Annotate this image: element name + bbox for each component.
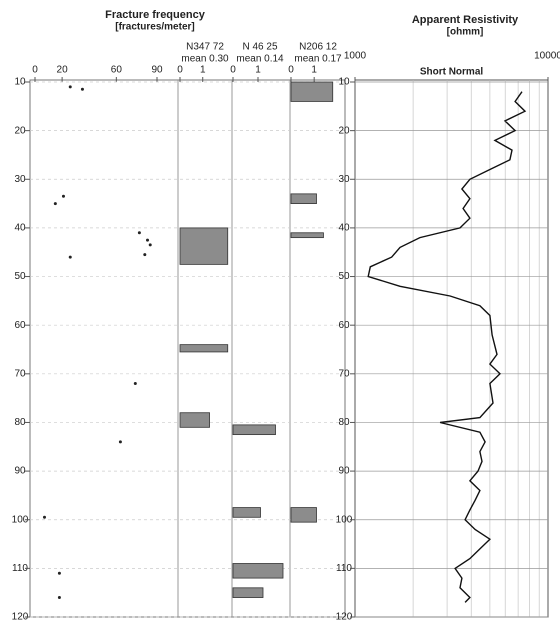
panel-subtitle: [ohmm] (447, 27, 484, 38)
y-tick-label: 60 (338, 320, 350, 331)
y-tick-label: 50 (14, 271, 26, 282)
x-tick-label: 0 (32, 65, 38, 76)
fracture-point (68, 255, 72, 259)
x-tick-label: 90 (151, 65, 163, 76)
frequency-bar (232, 507, 261, 518)
y-tick-label: 90 (338, 466, 350, 477)
panel-subtitle: mean 0.14 (236, 54, 284, 65)
x-tick-label: 20 (57, 65, 69, 76)
fracture-point (143, 253, 147, 257)
y-tick-label: 40 (338, 223, 350, 234)
y-tick-label: 100 (336, 514, 353, 525)
x-tick-label: 1 (200, 65, 206, 76)
y-tick-label: 120 (12, 612, 29, 623)
fracture-point (68, 85, 72, 89)
frequency-bar (290, 193, 317, 204)
fracture-point (137, 231, 141, 235)
x-tick-label: 1 (255, 65, 261, 76)
fracture-point (53, 202, 57, 206)
y-tick-label: 40 (14, 223, 26, 234)
frequency-bar (232, 587, 264, 598)
panel-title: N206 12 (299, 42, 337, 53)
frequency-bar (179, 412, 210, 428)
y-tick-label: 10 (338, 77, 350, 88)
frequency-bar (179, 227, 229, 265)
frequency-bar (290, 81, 334, 102)
x-tick-label: 10000 (534, 51, 560, 62)
frequency-bar (232, 563, 284, 579)
y-tick-label: 30 (14, 174, 26, 185)
fracture-point (61, 194, 65, 198)
x-tick-label: 0 (177, 65, 183, 76)
right-frame (354, 79, 549, 618)
y-tick-label: 110 (12, 563, 28, 574)
y-tick-label: 60 (14, 320, 26, 331)
fracture-point (80, 87, 84, 91)
fracture-point (148, 243, 152, 247)
y-tick-label: 20 (338, 125, 350, 136)
frequency-bar (232, 424, 276, 436)
panel-subtitle: mean 0.17 (294, 54, 342, 65)
y-tick-label: 110 (336, 563, 352, 574)
panel-title: Fracture frequency (105, 9, 206, 21)
x-tick-label: 60 (111, 65, 123, 76)
panel-subtitle: mean 0.30 (181, 54, 229, 65)
panel-title: N347 72 (186, 42, 224, 53)
frequency-bar (179, 344, 229, 353)
resistivity-line (367, 91, 527, 603)
y-tick-label: 50 (338, 271, 350, 282)
y-tick-label: 120 (336, 612, 353, 623)
fracture-point (133, 382, 137, 386)
y-tick-label: 100 (12, 514, 29, 525)
x-tick-label: 0 (288, 65, 294, 76)
x-tick-label: 1 (311, 65, 317, 76)
frequency-bar (290, 232, 324, 239)
fracture-point (146, 238, 150, 242)
y-tick-label: 20 (14, 125, 26, 136)
fracture-point (118, 440, 122, 444)
panel-title: Apparent Resistivity (412, 14, 519, 26)
fracture-point (42, 515, 46, 519)
y-tick-label: 90 (14, 466, 26, 477)
y-tick-label: 10 (14, 77, 26, 88)
y-tick-label: 70 (338, 368, 350, 379)
y-tick-label: 80 (338, 417, 350, 428)
panel-title: N 46 25 (242, 42, 277, 53)
x-tick-label: 1000 (344, 51, 367, 62)
x-tick-label: 0 (230, 65, 236, 76)
fracture-point (57, 571, 61, 575)
panel-subtitle: [fractures/meter] (115, 22, 194, 33)
legend-label: Short Normal (420, 67, 484, 78)
y-tick-label: 30 (338, 174, 350, 185)
y-tick-label: 80 (14, 417, 26, 428)
frequency-bar (290, 507, 317, 523)
fracture-point (57, 596, 61, 600)
y-tick-label: 70 (14, 368, 26, 379)
